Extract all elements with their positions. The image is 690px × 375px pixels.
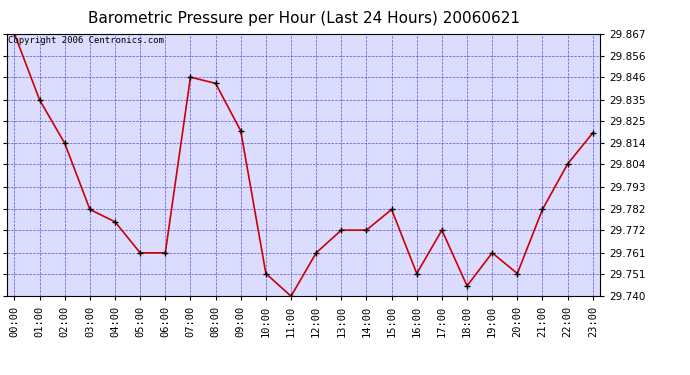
Text: Copyright 2006 Centronics.com: Copyright 2006 Centronics.com	[8, 36, 164, 45]
Text: Barometric Pressure per Hour (Last 24 Hours) 20060621: Barometric Pressure per Hour (Last 24 Ho…	[88, 11, 520, 26]
